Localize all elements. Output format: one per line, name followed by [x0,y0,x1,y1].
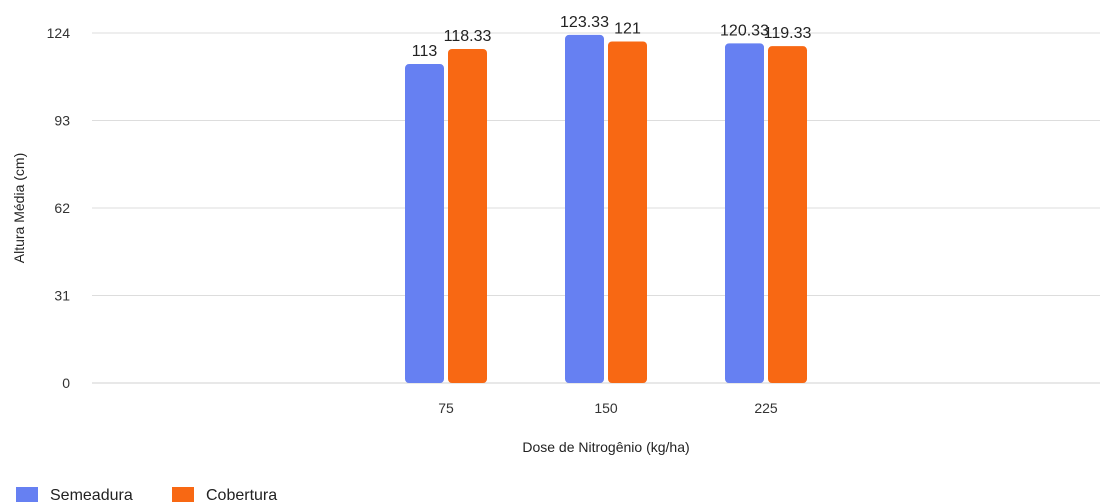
data-label-cobertura-150: 121 [614,20,641,37]
x-tick-label: 150 [594,400,618,416]
data-labels: 113 123.33 120.33 118.33 121 119.33 [412,14,812,60]
bar-cobertura-225[interactable] [768,46,807,383]
data-label-semeadura-225: 120.33 [720,22,769,39]
data-label-semeadura-150: 123.33 [560,14,609,31]
data-label-cobertura-75: 118.33 [444,28,492,45]
y-tick-label: 93 [54,113,70,129]
bar-semeadura-150[interactable] [565,34,604,384]
y-tick-label: 31 [54,288,70,304]
x-tick-label: 75 [438,400,454,416]
data-label-cobertura-225: 119.33 [764,25,812,42]
legend-swatch-cobertura [172,487,194,502]
legend-swatch-semeadura [16,487,38,502]
legend: Semeadura Cobertura [16,487,277,502]
bar-semeadura-75[interactable] [405,64,444,383]
y-tick-label: 124 [47,25,71,41]
bar-cobertura-150[interactable] [608,41,647,383]
y-tick-label: 0 [62,375,70,391]
data-label-semeadura-75: 113 [412,43,438,60]
x-tick-label: 225 [754,400,778,416]
bar-semeadura-225[interactable] [725,43,764,383]
y-tick-label: 62 [54,200,70,216]
y-axis-title: Altura Média (cm) [11,153,27,263]
axes: 0 31 62 93 124 75 150 225 Dose de Nitrogênio (kg… [11,25,778,455]
bar-cobertura-75[interactable] [448,49,487,384]
legend-label-cobertura: Cobertura [206,487,277,502]
legend-label-semeadura: Semeadura [50,487,133,502]
x-axis-title: Dose de Nitrogênio (kg/ha) [522,439,689,455]
bars [405,34,807,384]
